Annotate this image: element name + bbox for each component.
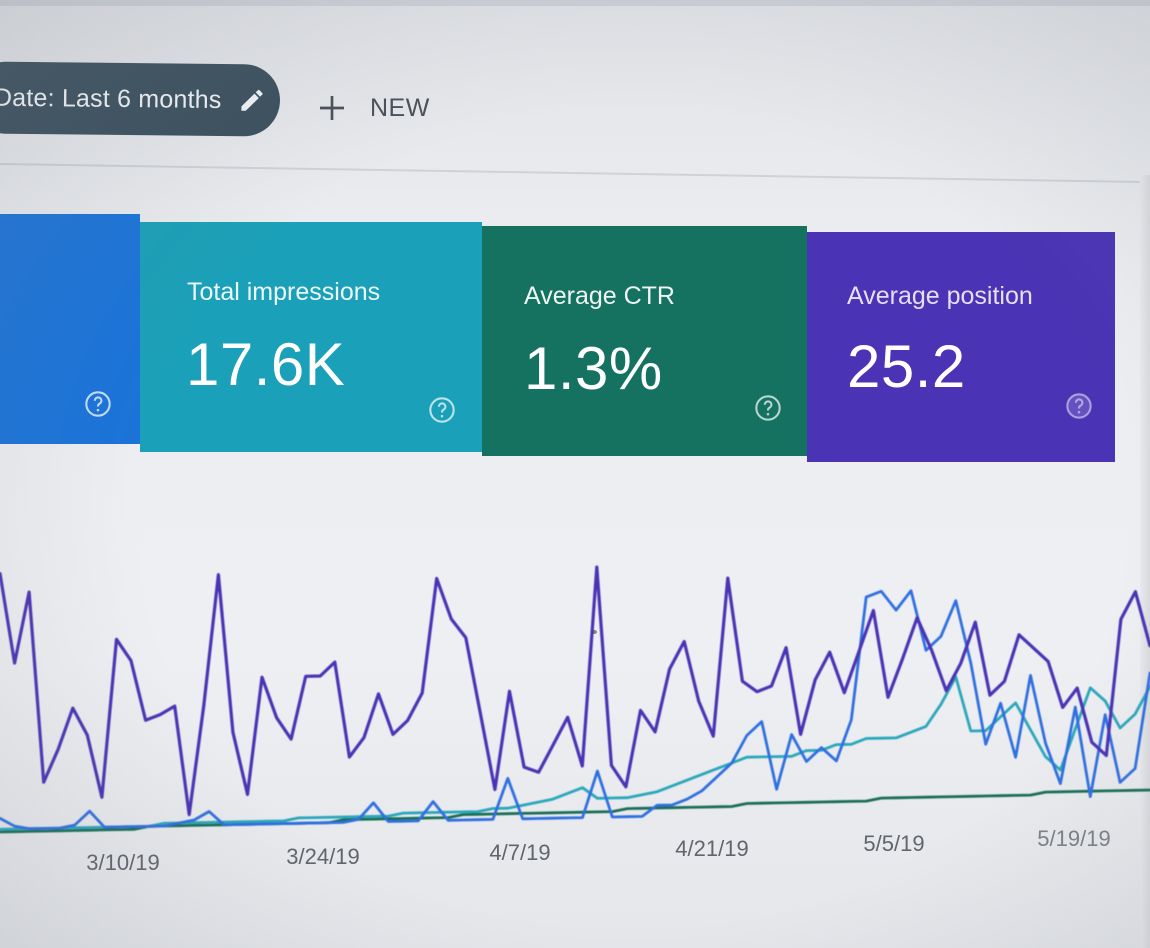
performance-chart: 3/10/19 3/24/19 4/7/19 4/21/19 5/5/19 5/19/19 bbox=[0, 470, 1150, 948]
performance-chart-svg: 3/10/19 3/24/19 4/7/19 4/21/19 5/5/19 5/19/19 bbox=[0, 565, 1150, 875]
help-icon[interactable] bbox=[1065, 392, 1093, 420]
metric-title-impressions: Total impressions bbox=[187, 278, 381, 306]
series-line-2 bbox=[0, 675, 1150, 831]
metric-value-impressions: 17.6K bbox=[186, 331, 346, 398]
metric-card-position[interactable]: Average position 25.2 bbox=[807, 232, 1115, 462]
screen-dust bbox=[592, 630, 597, 634]
new-label: NEW bbox=[370, 93, 430, 122]
series-line-0 bbox=[0, 565, 1150, 817]
metric-card-clicks[interactable] bbox=[0, 214, 140, 444]
help-icon[interactable] bbox=[754, 394, 782, 422]
top-edge bbox=[0, 0, 1150, 6]
series-line-3 bbox=[0, 788, 1150, 834]
metric-card-impressions[interactable]: Total impressions 17.6K bbox=[140, 222, 482, 452]
x-tick-label: 3/24/19 bbox=[286, 844, 359, 869]
x-tick-label: 4/21/19 bbox=[675, 836, 748, 861]
metric-value-ctr: 1.3% bbox=[524, 335, 663, 402]
x-tick-label: 5/5/19 bbox=[863, 831, 924, 856]
toolbar-divider bbox=[0, 163, 1150, 184]
metric-title-ctr: Average CTR bbox=[524, 282, 675, 310]
metric-value-position: 25.2 bbox=[847, 333, 966, 400]
metric-card-ctr[interactable]: Average CTR 1.3% bbox=[482, 226, 807, 456]
x-tick-label: 3/10/19 bbox=[86, 850, 159, 875]
x-tick-label: 4/7/19 bbox=[489, 840, 550, 865]
pencil-icon[interactable] bbox=[238, 86, 266, 114]
metric-title-position: Average position bbox=[847, 282, 1033, 310]
x-tick-label: 5/19/19 bbox=[1037, 826, 1110, 851]
help-icon[interactable] bbox=[428, 396, 456, 424]
series-line-1 bbox=[0, 589, 1150, 831]
new-filter-button[interactable]: NEW bbox=[316, 86, 430, 130]
metric-cards: Total impressions 17.6K Average CTR 1.3%… bbox=[0, 214, 1120, 462]
help-icon[interactable] bbox=[84, 390, 112, 418]
panel-edge bbox=[1140, 175, 1150, 948]
date-filter-label: Date: Last 6 months bbox=[0, 83, 222, 114]
date-filter-chip[interactable]: Date: Last 6 months bbox=[0, 61, 281, 137]
plus-icon bbox=[320, 96, 344, 120]
